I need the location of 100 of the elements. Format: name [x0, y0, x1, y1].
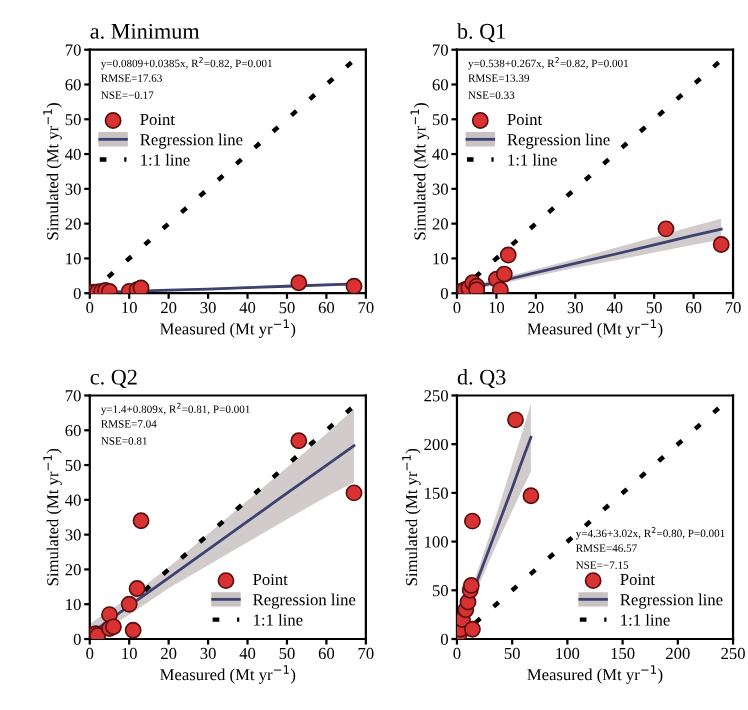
y-axis-title: Simulated (Mt yr$^{−1}$) — [402, 448, 421, 586]
x-axis-title: Measured (Mt yr$^{−1}$) — [527, 665, 663, 684]
y-tick-label: 70 — [65, 390, 81, 402]
point — [495, 265, 513, 283]
y-tick-label: 40 — [432, 148, 448, 161]
point — [657, 220, 675, 238]
x-tick-label: 250 — [721, 647, 745, 660]
point — [507, 411, 524, 429]
point — [132, 512, 150, 530]
legend-label: Point — [140, 113, 175, 126]
legend-label: Regression line — [507, 133, 610, 149]
y-tick-label: 60 — [432, 79, 448, 91]
x-tick-label: 150 — [611, 647, 635, 660]
point — [128, 580, 146, 598]
x-tick-label: 50 — [279, 302, 295, 314]
x-tick-label: 0 — [453, 647, 461, 660]
y-tick-label: 150 — [425, 487, 448, 499]
x-axis-title: Measured (Mt yr$^{−1}$) — [160, 319, 296, 338]
x-tick-label: 60 — [318, 647, 335, 660]
legend-label: Point — [620, 573, 655, 586]
point — [712, 236, 730, 253]
x-tick-label: 30 — [567, 302, 583, 314]
chart-title: d. Q3 — [457, 368, 506, 388]
y-tick-label: 30 — [432, 183, 448, 195]
y-tick-label: 40 — [65, 148, 81, 161]
legend-label: Point — [507, 113, 543, 126]
y-tick-label: 60 — [65, 79, 81, 91]
x-axis-title: Measured (Mt yr$^{−1}$) — [527, 319, 663, 338]
y-tick-label: 0 — [440, 633, 448, 645]
x-tick-label: 50 — [504, 647, 520, 660]
legend-label: Point — [253, 573, 288, 586]
x-tick-label: 10 — [489, 302, 505, 314]
y-tick-label: 30 — [65, 183, 81, 195]
y-tick-label: 50 — [432, 585, 448, 597]
y-tick-label: 50 — [65, 459, 81, 472]
x-tick-label: 10 — [122, 647, 137, 660]
point — [124, 621, 142, 639]
x-tick-label: 60 — [318, 302, 335, 314]
point — [463, 512, 481, 530]
y-tick-label: 70 — [65, 44, 81, 56]
y-tick-label: 30 — [65, 529, 81, 541]
chart-title: c. Q2 — [90, 369, 137, 388]
legend-label: Regression line — [253, 593, 356, 609]
x-tick-label: 20 — [161, 302, 177, 314]
x-tick-label: 100 — [556, 647, 580, 660]
y-tick-label: 20 — [432, 218, 448, 230]
legend-label: 1:1 line — [141, 153, 190, 166]
x-tick-label: 200 — [666, 647, 690, 660]
x-tick-label: 50 — [646, 302, 662, 314]
y-tick-label: 250 — [424, 390, 448, 402]
y-tick-label: 50 — [432, 113, 448, 126]
legend-label: 1:1 line — [254, 613, 303, 626]
x-tick-label: 0 — [86, 302, 94, 314]
y-tick-label: 10 — [66, 253, 81, 265]
x-tick-label: 0 — [86, 647, 94, 660]
x-tick-label: 20 — [161, 647, 177, 660]
x-tick-label: 10 — [122, 302, 137, 314]
x-tick-label: 30 — [200, 302, 216, 314]
point — [522, 487, 540, 505]
y-tick-label: 0 — [440, 287, 448, 300]
x-tick-label: 40 — [239, 647, 256, 660]
x-axis-title: Measured (Mt yr$^{−1}$) — [160, 665, 296, 684]
y-axis-title: Simulated (Mt yr$^{−1}$) — [43, 103, 62, 240]
legend-label: Regression line — [140, 133, 243, 149]
legend-label: 1:1 line — [508, 153, 557, 166]
x-tick-label: 30 — [200, 647, 216, 660]
point — [462, 576, 480, 594]
x-tick-label: 0 — [453, 302, 461, 314]
y-tick-label: 200 — [424, 438, 448, 451]
x-tick-label: 40 — [239, 302, 256, 314]
x-tick-label: 70 — [725, 302, 741, 314]
x-tick-label: 70 — [358, 302, 374, 314]
chart-title: b. Q1 — [456, 23, 505, 43]
y-tick-label: 50 — [65, 113, 81, 126]
y-tick-label: 20 — [65, 218, 81, 230]
point — [463, 620, 481, 638]
y-tick-label: 70 — [433, 44, 448, 56]
x-tick-label: 50 — [279, 647, 295, 660]
y-tick-label: 60 — [65, 424, 81, 437]
x-tick-label: 70 — [358, 647, 374, 660]
point — [120, 595, 138, 613]
x-tick-label: 40 — [606, 302, 623, 314]
y-tick-label: 0 — [73, 633, 81, 645]
y-tick-label: 10 — [433, 253, 448, 265]
y-tick-label: 100 — [425, 536, 448, 548]
x-tick-label: 20 — [528, 302, 544, 314]
point — [290, 432, 308, 450]
legend-label: Regression line — [620, 593, 723, 609]
point — [491, 281, 509, 294]
chart-title: a. Minimum — [90, 23, 200, 39]
y-axis-title: Simulated (Mt yr$^{−1}$) — [410, 103, 429, 240]
y-tick-label: 0 — [73, 287, 81, 300]
legend-label: 1:1 line — [621, 613, 670, 626]
y-tick-label: 20 — [65, 564, 81, 576]
point — [499, 246, 517, 264]
y-tick-label: 10 — [66, 598, 81, 611]
y-axis-title: Simulated (Mt yr$^{−1}$) — [43, 448, 62, 586]
point — [345, 484, 363, 502]
x-tick-label: 60 — [685, 302, 702, 314]
y-tick-label: 40 — [65, 494, 81, 506]
